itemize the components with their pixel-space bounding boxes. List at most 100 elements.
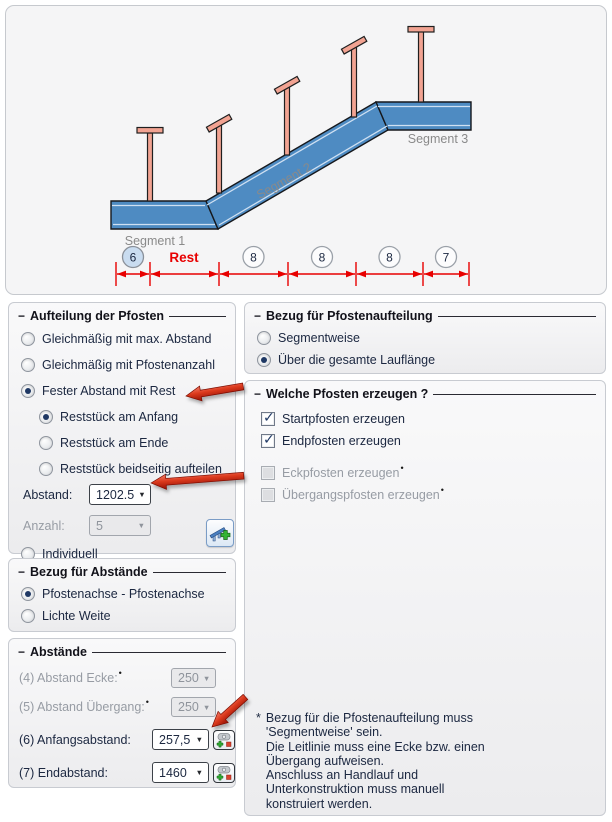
chevron-down-icon[interactable]: ▼ xyxy=(195,768,203,777)
radio-lichte-weite[interactable]: Lichte Weite xyxy=(21,609,235,623)
post-4-cap xyxy=(340,35,368,55)
anzahl-label: Anzahl: xyxy=(23,518,65,533)
checkbox-label: Endpfosten erzeugen xyxy=(282,434,401,448)
footnote-text: Bezug für die Pfostenaufteilung muss 'Se… xyxy=(265,711,485,811)
radio-label: Lichte Weite xyxy=(42,609,111,623)
dim-circle-7 xyxy=(434,245,458,269)
dim-label-7: 7 xyxy=(443,251,450,265)
dim-label-6: 6 xyxy=(130,251,137,265)
footnote: * Bezug für die Pfostenaufteilung muss '… xyxy=(256,711,485,811)
measure-icon xyxy=(216,732,232,747)
panel-title: Bezug für Pfostenaufteilung xyxy=(266,309,433,323)
endabstand-row: (7) Endabstand: 1460 ▼ xyxy=(19,762,235,783)
abstand-uebergang-row: (5) Abstand Übergang:• 250 ▼ xyxy=(19,697,235,717)
chevron-down-icon: ▼ xyxy=(202,673,211,683)
abstand-uebergang-value: 250 xyxy=(178,700,199,714)
radio-icon[interactable] xyxy=(39,462,53,476)
add-individual-posts-button[interactable] xyxy=(206,519,234,547)
chevron-down-icon[interactable]: ▼ xyxy=(138,490,146,499)
radio-label: Individuell xyxy=(42,547,98,561)
collapse-icon[interactable]: − xyxy=(254,309,262,323)
anfangsabstand-value: 257,5 xyxy=(159,732,191,747)
radio-reststueck-beidseitig[interactable]: Reststück beidseitig aufteilen xyxy=(39,462,235,476)
panel-bezug-pfostenaufteilung: − Bezug für Pfostenaufteilung Segmentwei… xyxy=(244,302,606,374)
endabstand-combo[interactable]: 1460 ▼ xyxy=(152,762,209,783)
collapse-icon[interactable]: − xyxy=(18,645,26,659)
checkbox-label: Startpfosten erzeugen xyxy=(282,412,405,426)
anfangsabstand-row: (6) Anfangsabstand: 257,5 ▼ xyxy=(19,729,235,750)
radio-individuell[interactable]: Individuell xyxy=(21,547,235,561)
header-rule xyxy=(433,394,596,395)
checkbox-startpfosten[interactable]: ✓ Startpfosten erzeugen xyxy=(261,409,605,426)
abstand-value: 1202.5 xyxy=(96,487,135,502)
dim-circle-8c xyxy=(378,245,401,269)
dim-circle-6 xyxy=(121,245,145,269)
radio-label: Fester Abstand mit Rest xyxy=(42,384,176,398)
abstand-label: Abstand: xyxy=(23,487,73,502)
radio-icon-selected[interactable] xyxy=(257,353,271,367)
radio-gleichmaessig-max-abstand[interactable]: Gleichmäßig mit max. Abstand xyxy=(21,332,235,346)
anfangsabstand-label: (6) Anfangsabstand: xyxy=(19,732,131,747)
chevron-down-icon[interactable]: ▼ xyxy=(195,735,203,744)
post-4 xyxy=(350,46,358,118)
radio-icon[interactable] xyxy=(21,332,35,346)
checkbox-disabled-icon xyxy=(261,466,275,480)
radio-reststueck-am-anfang[interactable]: Reststück am Anfang xyxy=(39,410,235,424)
checkbox-checked-icon[interactable]: ✓ xyxy=(261,431,275,448)
header-rule xyxy=(152,572,226,573)
radio-reststueck-am-ende[interactable]: Reststück am Ende xyxy=(39,436,235,450)
radio-label: Pfostenachse - Pfostenachse xyxy=(42,587,205,601)
checkbox-disabled-icon xyxy=(261,488,275,502)
radio-gesamte-lauflaenge[interactable]: Über die gesamte Lauflänge xyxy=(257,353,605,367)
post-5 xyxy=(417,30,425,103)
panel-title: Abstände xyxy=(30,645,87,659)
header-rule xyxy=(91,652,226,653)
checkbox-uebergangspfosten: Übergangspfosten erzeugen• xyxy=(261,485,605,502)
radio-icon-selected[interactable] xyxy=(21,587,35,601)
dimension-line xyxy=(115,262,470,286)
panel-welche-pfosten-erzeugen: − Welche Pfosten erzeugen ? ✓ Startpfost… xyxy=(244,380,606,816)
measure-endabstand-button[interactable] xyxy=(213,762,235,783)
checkbox-checked-icon[interactable]: ✓ xyxy=(261,409,275,426)
anfangsabstand-combo[interactable]: 257,5 ▼ xyxy=(152,729,209,750)
abstand-uebergang-combo: 250 ▼ xyxy=(171,697,216,717)
post-3 xyxy=(283,86,291,156)
radio-icon-selected[interactable] xyxy=(21,384,35,398)
abstand-ecke-label: (4) Abstand Ecke:• xyxy=(19,668,122,686)
anzahl-value: 5 xyxy=(96,518,103,533)
abstand-combo[interactable]: 1202.5 ▼ xyxy=(89,484,151,505)
endabstand-value: 1460 xyxy=(159,765,187,780)
radio-label: Über die gesamte Lauflänge xyxy=(278,353,436,367)
dimension-arrowheads xyxy=(117,270,468,278)
radio-icon[interactable] xyxy=(257,331,271,345)
header-rule xyxy=(437,316,596,317)
checkbox-endpfosten[interactable]: ✓ Endpfosten erzeugen xyxy=(261,431,605,448)
footnote-marker: • xyxy=(145,697,149,707)
panel-aufteilung-der-pfosten: − Aufteilung der Pfosten Gleichmäßig mit… xyxy=(8,302,236,561)
measure-anfangsabstand-button[interactable] xyxy=(213,729,235,750)
collapse-icon[interactable]: − xyxy=(18,309,26,323)
collapse-icon[interactable]: − xyxy=(18,565,26,579)
add-posts-icon xyxy=(209,527,231,542)
radio-label: Segmentweise xyxy=(278,331,360,345)
radio-fester-abstand-mit-rest[interactable]: Fester Abstand mit Rest xyxy=(21,384,235,398)
header-rule xyxy=(169,316,226,317)
railing-preview-diagram: Segment 1 Segment 2 Segment 3 xyxy=(5,5,607,295)
collapse-icon[interactable]: − xyxy=(254,387,262,401)
post-2-cap xyxy=(205,113,233,133)
dim-circle-8a xyxy=(242,245,265,269)
radio-icon[interactable] xyxy=(21,358,35,372)
footnote-marker: • xyxy=(440,485,444,495)
radio-icon-selected[interactable] xyxy=(39,410,53,424)
posts xyxy=(136,25,435,202)
radio-gleichmaessig-pfostenanzahl[interactable]: Gleichmäßig mit Pfostenanzahl xyxy=(21,358,235,372)
radio-icon[interactable] xyxy=(39,436,53,450)
segment-3-label: Segment 3 xyxy=(408,132,469,146)
radio-icon[interactable] xyxy=(21,609,35,623)
panel-title: Aufteilung der Pfosten xyxy=(30,309,165,323)
abstand-ecke-row: (4) Abstand Ecke:• 250 ▼ xyxy=(19,668,235,688)
radio-segmentweise[interactable]: Segmentweise xyxy=(257,331,605,345)
radio-pfostenachse[interactable]: Pfostenachse - Pfostenachse xyxy=(21,587,235,601)
panel-title: Welche Pfosten erzeugen ? xyxy=(266,387,429,401)
